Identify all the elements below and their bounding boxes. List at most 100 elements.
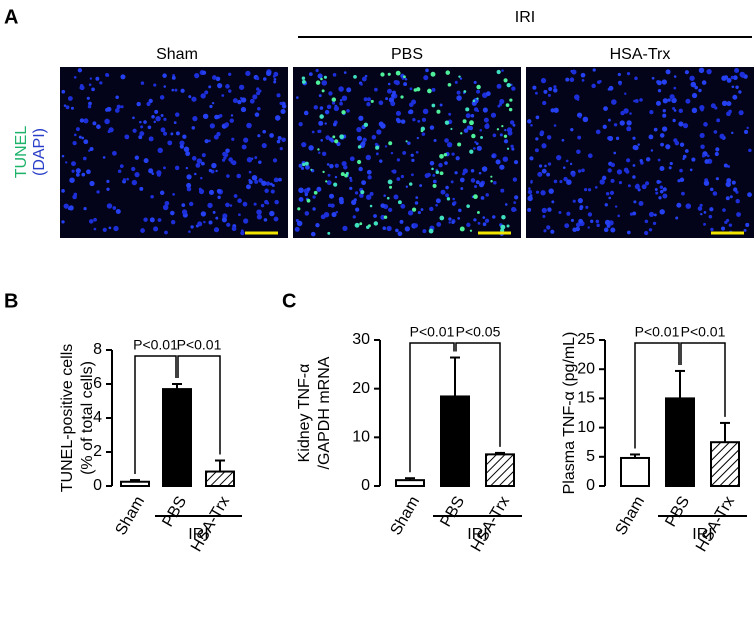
nucleus [685, 203, 692, 209]
nucleus [539, 130, 545, 135]
bar [162, 388, 192, 488]
nucleus [356, 135, 363, 141]
tunel-cell [413, 88, 418, 92]
tunel-cell [444, 120, 450, 125]
nucleus [514, 208, 517, 212]
nucleus [194, 172, 197, 176]
nucleus [595, 219, 600, 224]
nucleus [211, 101, 215, 105]
nucleus [156, 170, 162, 176]
nucleus [262, 129, 267, 134]
nucleus [351, 199, 357, 206]
nucleus [436, 222, 442, 227]
nucleus [404, 226, 410, 232]
nucleus [333, 105, 340, 112]
nucleus [143, 120, 147, 124]
nucleus [198, 187, 202, 191]
nucleus [715, 147, 720, 152]
nucleus [408, 109, 414, 115]
tunel-cell [333, 182, 338, 187]
nucleus [715, 177, 719, 181]
tunel-cell [353, 74, 357, 79]
nucleus [438, 162, 443, 168]
nucleus [633, 99, 636, 103]
nucleus [164, 200, 170, 206]
nucleus [682, 123, 689, 129]
nucleus [89, 180, 95, 187]
nucleus [261, 180, 267, 186]
nucleus [403, 82, 408, 87]
nucleus [577, 169, 582, 173]
nucleus [550, 108, 555, 113]
nucleus [71, 161, 76, 167]
tunel-cell [445, 70, 451, 75]
nucleus [93, 227, 97, 231]
tunel-cell [339, 134, 345, 140]
nucleus [454, 171, 458, 175]
nucleus [89, 77, 93, 80]
nucleus [320, 138, 324, 142]
nucleus [475, 142, 479, 146]
nucleus [387, 88, 392, 94]
nucleus [338, 86, 344, 92]
nucleus [221, 217, 227, 223]
nucleus [421, 117, 427, 122]
nucleus [645, 157, 651, 162]
nucleus [276, 93, 281, 98]
nucleus [204, 139, 209, 144]
nucleus [113, 225, 119, 232]
nucleus [380, 123, 386, 129]
nucleus [83, 139, 89, 145]
nucleus [148, 168, 154, 174]
nucleus [272, 74, 276, 78]
nucleus [433, 139, 437, 143]
nucleus [558, 211, 562, 215]
y-tick-label: 25 [577, 331, 595, 348]
nucleus [183, 146, 190, 153]
nucleus [240, 230, 245, 236]
nucleus [667, 98, 671, 102]
nucleus [225, 84, 230, 89]
nucleus [583, 187, 588, 192]
nucleus [478, 182, 485, 188]
nucleus [553, 107, 559, 113]
nucleus [677, 179, 681, 183]
nucleus [626, 120, 632, 126]
nucleus [466, 125, 471, 130]
nucleus [577, 198, 583, 204]
tunel-cell [313, 190, 318, 195]
nucleus [163, 166, 166, 170]
nucleus [61, 154, 65, 158]
nucleus [659, 133, 665, 138]
nucleus [731, 131, 734, 135]
nucleus [716, 118, 721, 123]
nucleus [191, 156, 197, 161]
nucleus [475, 180, 480, 185]
nucleus [435, 203, 438, 207]
nucleus [730, 75, 735, 80]
nucleus [460, 187, 464, 191]
nucleus [248, 170, 252, 174]
nucleus [544, 164, 547, 168]
nucleus [273, 177, 279, 183]
nucleus [159, 190, 165, 196]
y-tick-label: 20 [352, 380, 370, 397]
nucleus [301, 141, 307, 148]
tunel-cell [304, 161, 309, 166]
nucleus [627, 184, 631, 188]
nucleus [96, 190, 100, 194]
nucleus [619, 120, 625, 126]
nucleus [676, 202, 682, 208]
nucleus [265, 181, 271, 186]
nucleus [335, 210, 339, 214]
nucleus [276, 139, 281, 144]
micrographs [60, 67, 754, 238]
tunel-cell [428, 228, 434, 234]
nucleus [171, 88, 175, 92]
nucleus [471, 100, 477, 106]
nucleus [738, 110, 744, 116]
nucleus [432, 179, 437, 184]
nucleus [512, 177, 518, 182]
nucleus [264, 199, 269, 205]
nucleus [119, 164, 124, 168]
